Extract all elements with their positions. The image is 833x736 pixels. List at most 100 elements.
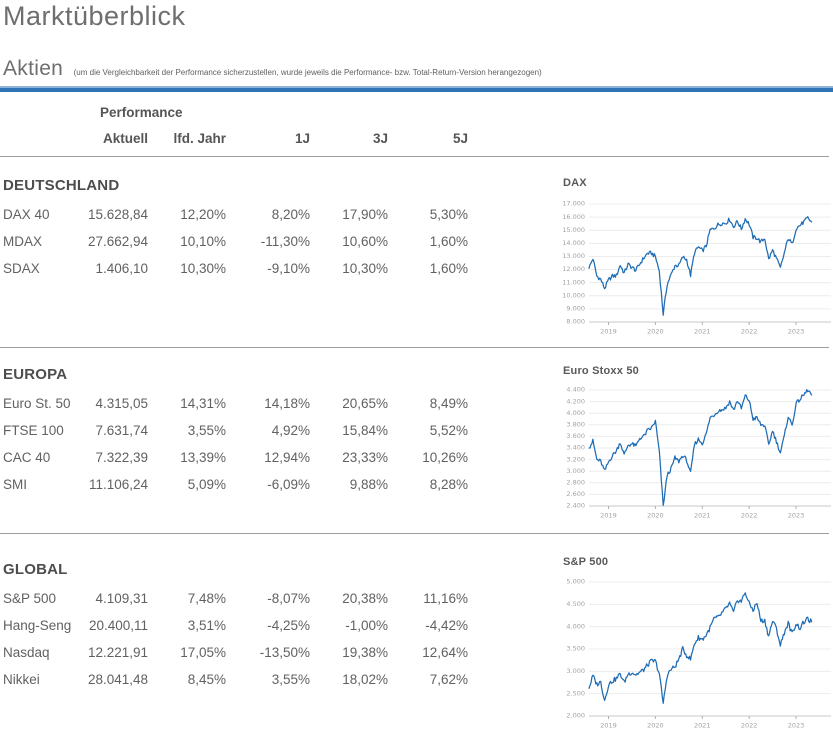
section-note: (um die Vergleichbarkeit der Performance…	[73, 68, 542, 77]
column-header: Aktuell	[102, 131, 148, 146]
value-cell: 7,48%	[187, 591, 226, 606]
index-label: MDAX	[3, 234, 43, 249]
value-cell: 18,02%	[342, 672, 388, 687]
index-label: SMI	[3, 477, 28, 492]
table-row: Nasdaq 12.221,91 17,05% -13,50% 19,38% 12,64%	[3, 639, 468, 666]
chart-title-eurostoxx: Euro Stoxx 50	[563, 365, 639, 377]
table-row: DAX 40 15.628,84 12,20% 8,20% 17,90% 5,30%	[3, 201, 468, 228]
value-cell: 5,30%	[429, 207, 468, 222]
chart-title-dax: DAX	[563, 177, 587, 189]
value-cell: 20,65%	[342, 396, 388, 411]
value-cell: -4,25%	[267, 618, 310, 633]
section-europa: EUROPA Euro St. 50 4.315,05 14,31% 14,18% 20…	[3, 366, 473, 498]
index-label: Hang-Seng	[3, 618, 72, 633]
table-row: Hang-Seng 20.400,11 3,51% -4,25% -1,00% -4,42…	[3, 612, 468, 639]
dax-line-chart	[545, 198, 833, 340]
table-row: SDAX 1.406,10 10,30% -9,10% 10,30% 1,60%	[3, 255, 468, 282]
column-header: 3J	[372, 131, 388, 146]
value-cell: 10,10%	[180, 234, 226, 249]
value-cell: 8,20%	[271, 207, 310, 222]
value-cell: 4,92%	[271, 423, 310, 438]
value-cell: 12,20%	[180, 207, 226, 222]
page-title: Marktüberblick	[3, 1, 186, 31]
index-label: CAC 40	[3, 450, 51, 465]
index-label: Euro St. 50	[3, 396, 71, 411]
value-cell: 20,38%	[342, 591, 388, 606]
value-cell: -11,30%	[260, 234, 310, 249]
section-rows: Euro St. 50 4.315,05 14,31% 14,18% 20,65% 8,4…	[3, 390, 473, 498]
subheader: Aktien (um die Vergleichbarkeit der Perf…	[3, 57, 823, 81]
value-cell: 13,39%	[180, 450, 226, 465]
value-cell: 20.400,11	[88, 618, 148, 633]
value-cell: 17,90%	[342, 207, 388, 222]
value-cell: 11.106,24	[88, 477, 148, 492]
index-label: SDAX	[3, 261, 40, 276]
section-rows: S&P 500 4.109,31 7,48% -8,07% 20,38% 11,16% Ha…	[3, 585, 473, 693]
value-cell: 7.631,74	[95, 423, 148, 438]
section-heading: EUROPA	[3, 366, 68, 383]
performance-group-label: Performance	[100, 105, 183, 120]
section-divider	[0, 347, 829, 348]
table-row: MDAX 27.662,94 10,10% -11,30% 10,60% 1,60%	[3, 228, 468, 255]
section-rows: DAX 40 15.628,84 12,20% 8,20% 17,90% 5,30% MDA…	[3, 201, 473, 282]
section-divider	[0, 533, 829, 534]
value-cell: 9,88%	[349, 477, 388, 492]
index-label: Nasdaq	[3, 645, 50, 660]
index-label: Nikkei	[3, 672, 40, 687]
table-row: FTSE 100 7.631,74 3,55% 4,92% 15,84% 5,52%	[3, 417, 468, 444]
value-cell: 23,33%	[342, 450, 388, 465]
value-cell: 3,55%	[187, 423, 226, 438]
table-row: SMI 11.106,24 5,09% -6,09% 9,88% 8,28%	[3, 471, 468, 498]
value-cell: -9,10%	[267, 261, 310, 276]
value-cell: 15,84%	[342, 423, 388, 438]
value-cell: 19,38%	[342, 645, 388, 660]
value-cell: 10,26%	[422, 450, 468, 465]
table-column-headers: Aktuell lfd. Jahr 1J 3J 5J	[3, 128, 468, 150]
table-row: Euro St. 50 4.315,05 14,31% 14,18% 20,65% 8,4…	[3, 390, 468, 417]
value-cell: 11,16%	[423, 591, 468, 606]
value-cell: 27.662,94	[87, 234, 148, 249]
value-cell: 12,64%	[422, 645, 468, 660]
value-cell: 12,94%	[264, 450, 310, 465]
value-cell: 8,49%	[429, 396, 468, 411]
table-row: S&P 500 4.109,31 7,48% -8,07% 20,38% 11,16%	[3, 585, 468, 612]
value-cell: 28.041,48	[87, 672, 148, 687]
index-label: DAX 40	[3, 207, 50, 222]
value-cell: 1,60%	[429, 261, 468, 276]
table-row: CAC 40 7.322,39 13,39% 12,94% 23,33% 10,26%	[3, 444, 468, 471]
value-cell: 7,62%	[429, 672, 468, 687]
header-spacer	[3, 128, 73, 150]
section-heading: DEUTSCHLAND	[3, 177, 120, 194]
value-cell: 7.322,39	[95, 450, 148, 465]
value-cell: 3,55%	[271, 672, 310, 687]
column-header: 5J	[452, 131, 468, 146]
value-cell: -8,07%	[267, 591, 310, 606]
value-cell: 4.315,05	[95, 396, 148, 411]
value-cell: 12.221,91	[87, 645, 148, 660]
sp500-line-chart	[545, 576, 833, 734]
section-global: GLOBAL S&P 500 4.109,31 7,48% -8,07% 20,38% 1…	[3, 561, 473, 693]
section-title-aktien: Aktien	[3, 57, 64, 80]
value-cell: -6,09%	[267, 477, 310, 492]
value-cell: 15.628,84	[87, 207, 148, 222]
index-label: S&P 500	[3, 591, 57, 606]
value-cell: 4.109,31	[95, 591, 148, 606]
value-cell: 10,30%	[342, 261, 388, 276]
value-cell: 5,52%	[429, 423, 468, 438]
value-cell: 8,28%	[429, 477, 468, 492]
value-cell: 17,05%	[180, 645, 226, 660]
value-cell: -13,50%	[259, 645, 310, 660]
value-cell: -1,00%	[345, 618, 388, 633]
value-cell: 1.406,10	[95, 261, 148, 276]
accent-rule	[0, 86, 833, 92]
value-cell: 8,45%	[187, 672, 226, 687]
value-cell: 10,60%	[342, 234, 388, 249]
value-cell: 14,31%	[180, 396, 226, 411]
value-cell: -4,42%	[425, 618, 468, 633]
section-heading: GLOBAL	[3, 561, 68, 578]
value-cell: 1,60%	[429, 234, 468, 249]
column-header: 1J	[294, 131, 310, 146]
value-cell: 14,18%	[264, 396, 310, 411]
index-label: FTSE 100	[3, 423, 64, 438]
